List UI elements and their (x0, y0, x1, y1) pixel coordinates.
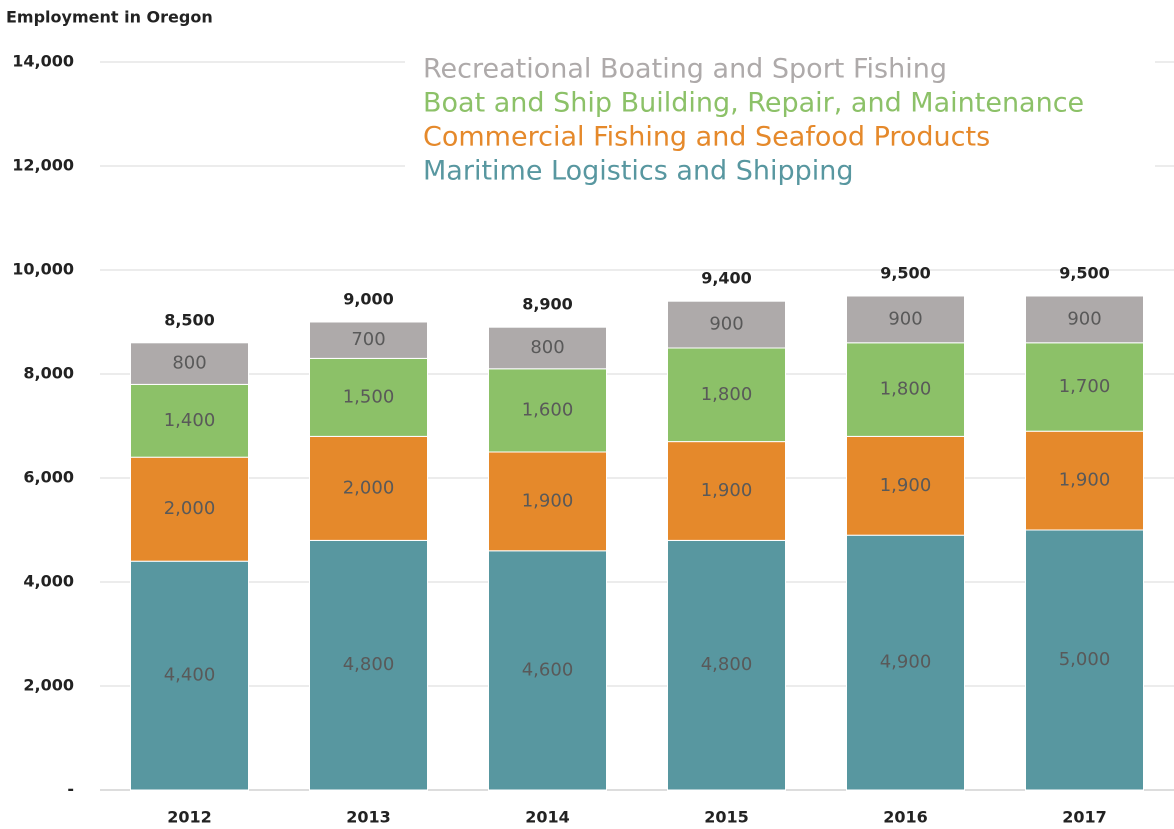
data-label: 900 (888, 308, 922, 329)
data-label: 1,700 (1059, 376, 1111, 397)
data-label: 1,500 (343, 386, 395, 407)
bar-segment (309, 435, 428, 541)
data-label: 800 (530, 337, 564, 358)
total-label: 9,500 (1059, 264, 1110, 283)
data-label: 700 (351, 329, 385, 350)
data-label: 900 (1067, 308, 1101, 329)
bar-segment (488, 550, 607, 791)
total-label: 9,500 (880, 264, 931, 283)
bar-segment (846, 534, 965, 791)
x-tick-label: 2015 (704, 808, 749, 827)
data-label: 4,800 (701, 654, 753, 675)
data-label: 2,000 (343, 477, 395, 498)
y-tick-label: 6,000 (23, 468, 74, 487)
total-label: 9,400 (701, 269, 752, 288)
x-tick-label: 2016 (883, 808, 928, 827)
data-label: 2,000 (164, 498, 216, 519)
data-label: 1,900 (522, 490, 574, 511)
data-label: 1,400 (164, 410, 216, 431)
x-tick-label: 2012 (167, 808, 212, 827)
x-tick-label: 2017 (1062, 808, 1107, 827)
bar-segment (667, 300, 786, 349)
bar-segment (130, 560, 249, 791)
total-label: 8,500 (164, 310, 215, 329)
data-label: 4,900 (880, 652, 932, 673)
y-tick-label: - (67, 780, 74, 799)
y-tick-label: 4,000 (23, 572, 74, 591)
bar-segment (667, 539, 786, 791)
legend-entry: Maritime Logistics and Shipping (423, 156, 854, 187)
legend-entry: Commercial Fishing and Seafood Products (423, 122, 990, 153)
bar-segment (1025, 529, 1144, 791)
data-label: 1,900 (701, 480, 753, 501)
data-label: 4,400 (164, 665, 216, 686)
bar-segment (309, 321, 428, 359)
bar-segment (488, 368, 607, 453)
legend-entry: Recreational Boating and Sport Fishing (423, 54, 947, 85)
bar-segment (1025, 342, 1144, 432)
total-label: 8,900 (522, 295, 573, 314)
bar-segment (309, 539, 428, 791)
data-label: 4,800 (343, 654, 395, 675)
data-label: 900 (709, 314, 743, 335)
total-label: 9,000 (343, 290, 394, 309)
data-label: 1,800 (701, 384, 753, 405)
y-tick-label: 2,000 (23, 676, 74, 695)
bar-segment (846, 435, 965, 536)
data-label: 1,900 (1059, 470, 1111, 491)
data-label: 1,600 (522, 399, 574, 420)
legend-background (405, 50, 1155, 195)
data-label: 1,800 (880, 379, 932, 400)
data-label: 5,000 (1059, 649, 1111, 670)
bar-segment (488, 326, 607, 370)
y-tick-label: 14,000 (12, 52, 74, 71)
bar-segment (846, 342, 965, 437)
y-axis-title: Employment in Oregon (6, 8, 213, 27)
bar-segment (667, 347, 786, 443)
data-label: 4,600 (522, 659, 574, 680)
legend-entry: Boat and Ship Building, Repair, and Main… (423, 88, 1084, 119)
data-label: 1,900 (880, 475, 932, 496)
y-tick-label: 10,000 (12, 260, 74, 279)
y-tick-label: 8,000 (23, 364, 74, 383)
x-tick-label: 2014 (525, 808, 570, 827)
bar-segment (130, 456, 249, 562)
x-tick-label: 2013 (346, 808, 391, 827)
data-label: 800 (172, 353, 206, 374)
y-tick-label: 12,000 (12, 156, 74, 175)
bar-segment (488, 451, 607, 552)
bar-segment (846, 295, 965, 344)
bar-segment (130, 342, 249, 385)
bar-segment (1025, 295, 1144, 344)
bar-segment (130, 383, 249, 458)
bar-segment (1025, 430, 1144, 531)
